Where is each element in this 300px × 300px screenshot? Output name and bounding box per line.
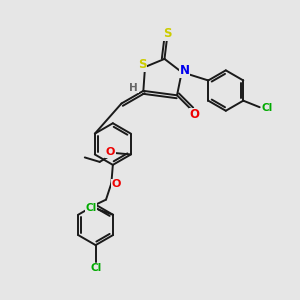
Text: N: N [180, 64, 190, 77]
Text: Cl: Cl [91, 263, 102, 273]
Text: Cl: Cl [261, 103, 272, 113]
Text: Cl: Cl [85, 203, 97, 213]
Text: O: O [189, 108, 199, 121]
Text: S: S [138, 58, 147, 71]
Text: O: O [112, 179, 121, 190]
Text: S: S [164, 27, 172, 40]
Text: O: O [106, 147, 115, 157]
Text: H: H [130, 83, 138, 93]
